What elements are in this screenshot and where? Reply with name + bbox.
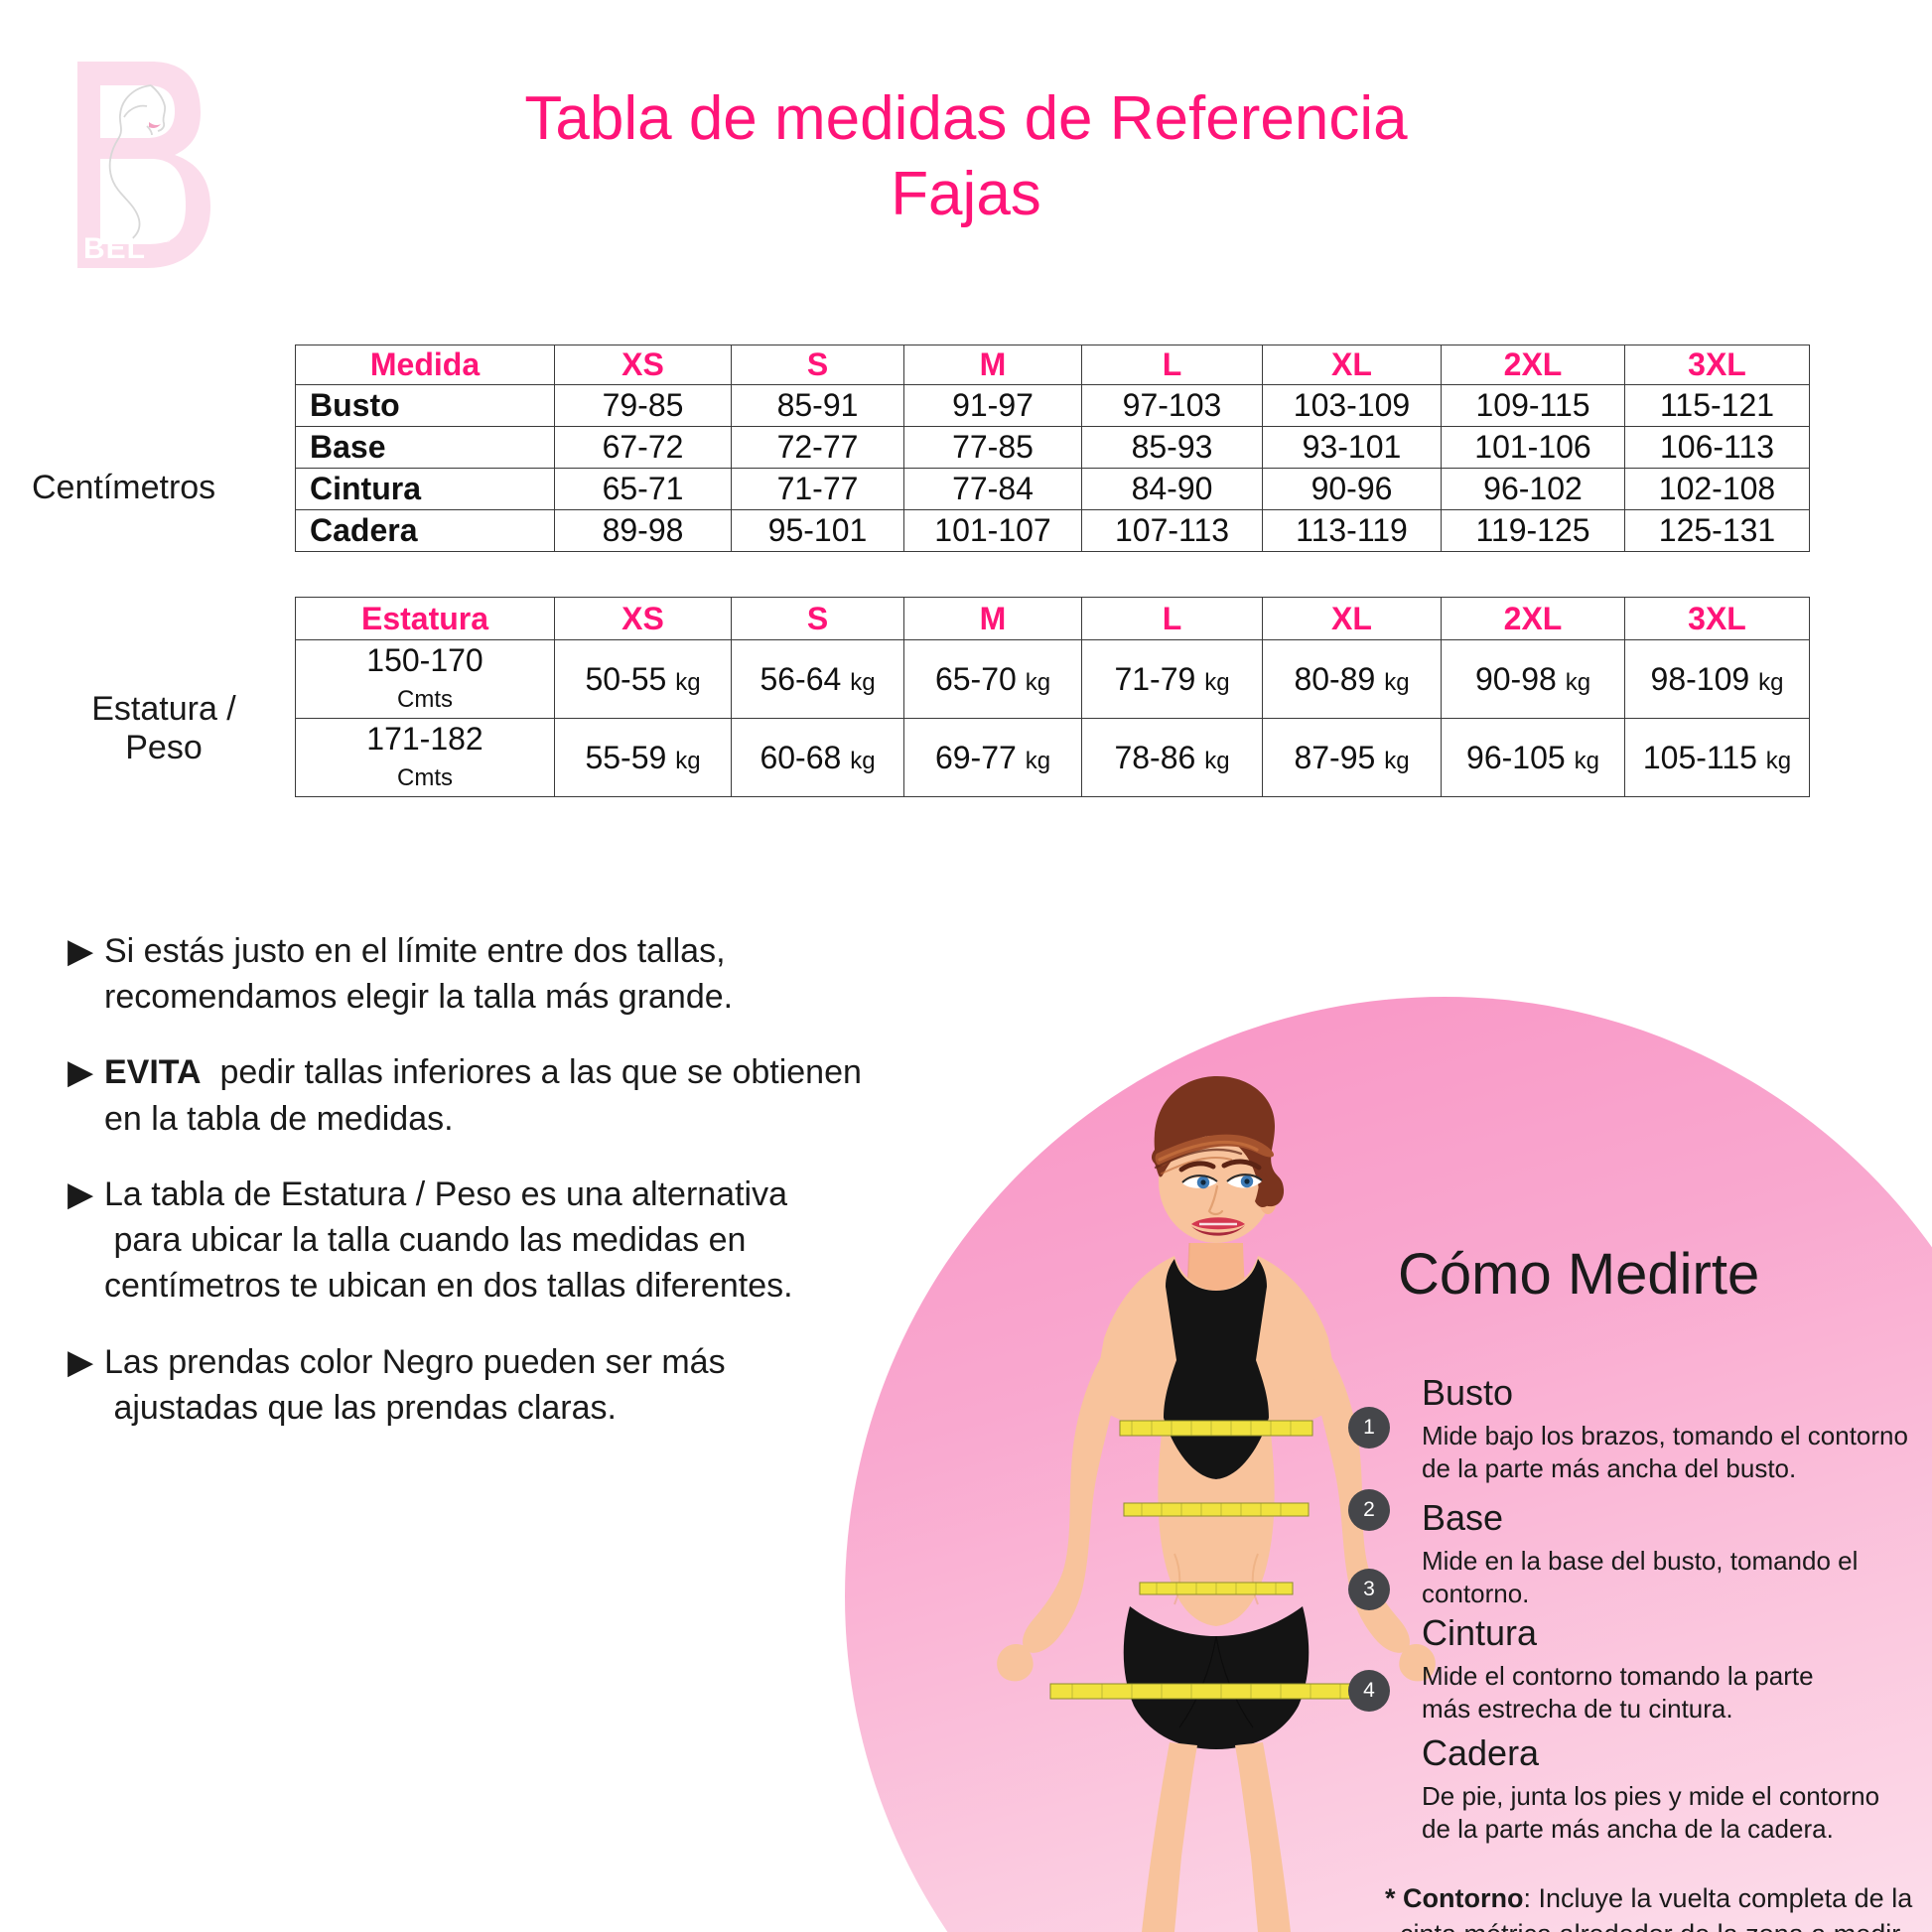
svg-text:®: ®	[163, 233, 171, 245]
svg-text:BEL: BEL	[83, 232, 146, 265]
